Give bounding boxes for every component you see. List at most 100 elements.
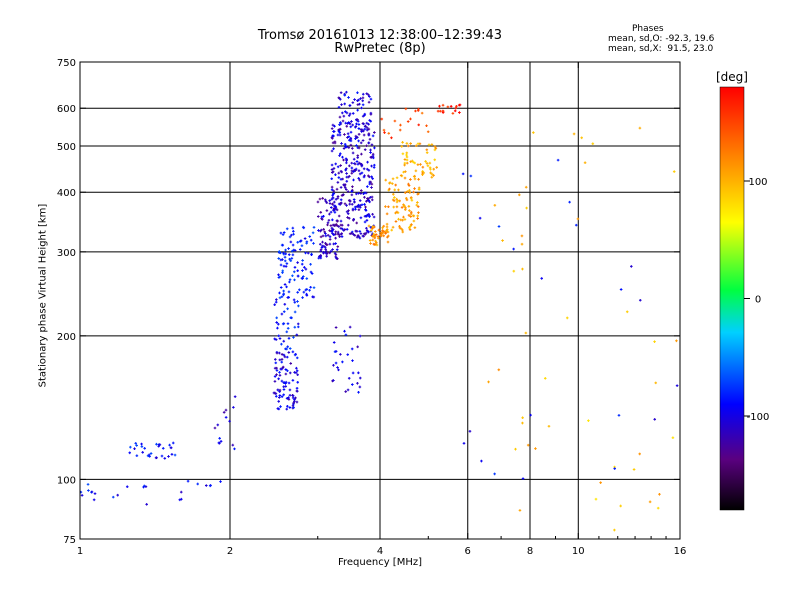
data-point (336, 196, 340, 200)
data-point (282, 251, 285, 255)
data-point (524, 185, 528, 189)
data-point (324, 234, 328, 238)
data-point (402, 204, 406, 207)
data-point (430, 143, 434, 146)
data-point (292, 336, 295, 339)
data-point (329, 249, 333, 253)
data-point (363, 203, 366, 206)
data-point (334, 242, 337, 245)
data-point (283, 259, 287, 263)
data-point (302, 275, 305, 278)
data-point (428, 166, 432, 170)
data-point (619, 504, 622, 508)
data-point (408, 189, 411, 192)
data-point (301, 225, 305, 229)
data-point (284, 372, 288, 376)
data-point (344, 157, 348, 161)
data-point (367, 127, 371, 131)
data-point (282, 339, 286, 343)
data-point (356, 103, 360, 106)
data-point (329, 224, 333, 227)
data-point (322, 214, 325, 218)
data-point (368, 239, 372, 242)
y-axis-label: Stationary phase Virtual Height [km] (37, 203, 49, 388)
data-point (361, 92, 365, 96)
data-point (161, 447, 165, 450)
data-point (288, 393, 292, 397)
data-point (330, 188, 334, 192)
data-point (294, 371, 298, 375)
data-point (283, 381, 286, 384)
data-point (284, 248, 287, 252)
data-point (366, 230, 370, 233)
data-point (310, 253, 313, 256)
data-point (411, 160, 415, 164)
data-point (461, 172, 465, 176)
data-point (364, 124, 367, 128)
data-point (412, 190, 415, 194)
data-point (675, 339, 678, 343)
data-point (363, 127, 367, 131)
data-point (392, 192, 395, 196)
data-point (391, 225, 395, 229)
data-point (347, 114, 351, 117)
data-point (283, 303, 287, 306)
data-point (282, 385, 286, 388)
data-point (319, 249, 323, 253)
data-point (317, 229, 320, 232)
data-point (133, 447, 136, 450)
data-point (308, 288, 311, 292)
data-point (285, 407, 289, 411)
data-point (300, 262, 304, 266)
data-point (366, 197, 369, 200)
data-point (332, 363, 335, 367)
data-point (319, 211, 323, 214)
data-point (358, 178, 362, 182)
data-point (351, 101, 355, 104)
data-point (367, 213, 371, 216)
data-point (371, 234, 374, 238)
data-point (273, 380, 277, 383)
phases-stats-heading: Phases (632, 24, 664, 34)
data-point (144, 485, 148, 488)
data-point (355, 192, 358, 196)
data-point (318, 197, 322, 201)
data-point (572, 132, 576, 136)
data-point (405, 196, 408, 200)
data-point (462, 442, 466, 445)
data-point (340, 235, 344, 238)
data-point (455, 104, 458, 108)
data-point (352, 178, 355, 182)
data-point (433, 148, 437, 152)
data-point (287, 290, 291, 294)
data-point (218, 441, 221, 445)
data-point (576, 217, 580, 221)
data-point (275, 366, 278, 370)
data-point (332, 379, 335, 382)
data-point (373, 146, 376, 150)
data-point (141, 451, 144, 454)
data-point (385, 212, 389, 216)
data-point (222, 411, 226, 414)
data-point (421, 165, 425, 169)
data-point (521, 421, 524, 425)
data-point (293, 278, 296, 282)
data-point (278, 358, 282, 362)
data-point (285, 397, 289, 400)
data-point (349, 143, 353, 147)
data-point (135, 444, 138, 447)
data-point (295, 400, 299, 404)
data-point (274, 338, 278, 341)
data-point (293, 300, 297, 304)
data-point (493, 203, 497, 207)
data-point (296, 269, 299, 273)
data-point (296, 381, 300, 384)
data-point (278, 394, 282, 397)
data-point (305, 292, 308, 296)
data-point (339, 223, 343, 227)
data-point (282, 289, 285, 293)
data-point (332, 167, 336, 170)
data-point (365, 126, 369, 129)
data-point (296, 240, 299, 244)
